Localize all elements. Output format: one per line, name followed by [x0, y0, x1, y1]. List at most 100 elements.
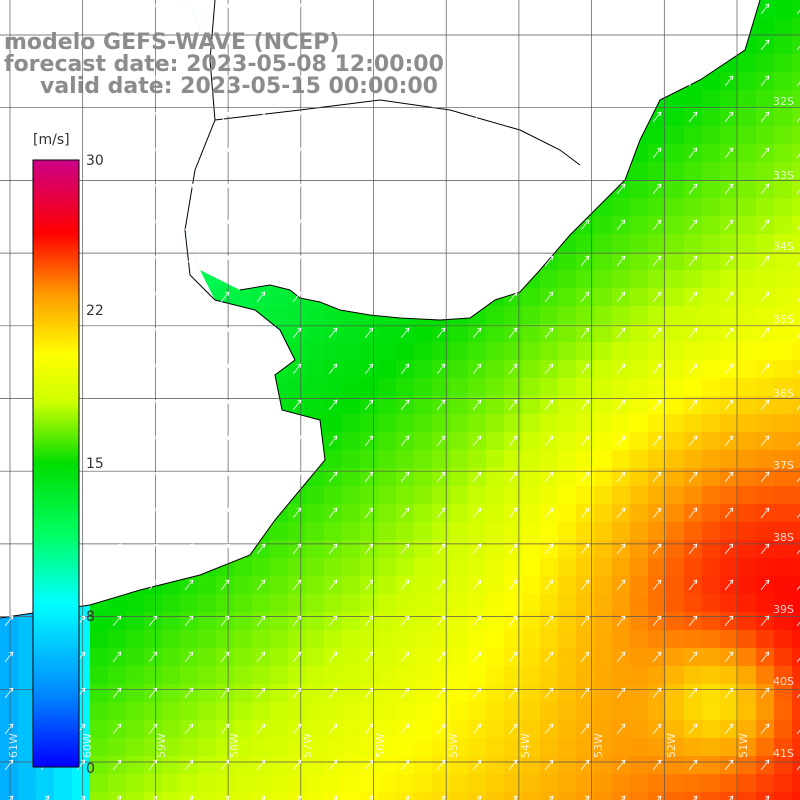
wind-cell — [180, 702, 198, 720]
wind-arrow — [256, 255, 266, 267]
lat-label: 36S — [773, 387, 794, 400]
wind-arrow — [112, 723, 122, 735]
wind-arrow — [652, 39, 662, 51]
wind-cell — [432, 414, 450, 432]
wind-cell — [378, 540, 396, 558]
wind-arrow — [472, 363, 482, 375]
wind-cell — [144, 702, 162, 720]
wind-cell — [720, 522, 738, 540]
wind-arrow — [652, 723, 662, 735]
wind-cell — [594, 594, 612, 612]
wind-cell — [630, 774, 648, 792]
coast-uruguay — [239, 0, 761, 321]
wind-cell — [306, 684, 324, 702]
wind-cell — [756, 792, 774, 800]
wind-cell — [594, 396, 612, 414]
wind-cell — [270, 666, 288, 684]
wind-arrow — [544, 543, 554, 555]
wind-cell — [360, 630, 378, 648]
wind-cell — [324, 792, 342, 800]
wind-arrow — [400, 579, 410, 591]
wind-cell — [594, 756, 612, 774]
wind-arrow — [580, 615, 590, 627]
wind-arrow — [436, 111, 446, 123]
wind-cell — [342, 648, 360, 666]
wind-cell — [792, 558, 800, 576]
wind-cell — [234, 612, 252, 630]
wind-cell — [504, 594, 522, 612]
wind-arrow — [184, 3, 194, 15]
wind-arrow — [508, 219, 518, 231]
wind-cell — [702, 432, 720, 450]
wind-cell — [630, 486, 648, 504]
wind-cell — [594, 612, 612, 630]
wind-cell — [558, 288, 576, 306]
wind-cell — [540, 486, 558, 504]
wind-cell — [558, 630, 576, 648]
wind-arrow — [148, 291, 158, 303]
wind-cell — [432, 666, 450, 684]
wind-arrow — [220, 687, 230, 699]
wind-cell — [738, 612, 756, 630]
wind-cell — [252, 702, 270, 720]
wind-cell — [468, 738, 486, 756]
wind-arrow — [220, 399, 230, 411]
wind-cell — [342, 558, 360, 576]
wind-arrow — [292, 543, 302, 555]
wind-arrow — [364, 435, 374, 447]
lon-label: 55W — [447, 733, 460, 758]
wind-arrow — [616, 147, 626, 159]
wind-cell — [234, 576, 252, 594]
wind-arrow — [256, 759, 266, 771]
wind-cell — [594, 540, 612, 558]
wind-arrow — [112, 111, 122, 123]
wind-cell — [684, 162, 702, 180]
wind-cell — [180, 792, 198, 800]
wind-cell — [252, 738, 270, 756]
wind-cell — [360, 486, 378, 504]
wind-cell — [756, 702, 774, 720]
wind-arrow — [220, 147, 230, 159]
wind-cell — [450, 594, 468, 612]
wind-cell — [252, 774, 270, 792]
wind-cell — [594, 414, 612, 432]
wind-cell — [558, 324, 576, 342]
wind-cell — [774, 702, 792, 720]
wind-arrow — [616, 111, 626, 123]
wind-arrow — [796, 621, 800, 627]
wind-cell — [270, 594, 288, 612]
wind-arrow — [400, 327, 410, 339]
wind-cell — [558, 594, 576, 612]
wind-arrow — [760, 723, 770, 735]
wind-arrow — [188, 795, 194, 800]
wind-cell — [414, 558, 432, 576]
wind-arrow — [220, 435, 230, 447]
wind-arrow — [328, 327, 338, 339]
wind-cell — [792, 396, 800, 414]
wind-cell — [324, 522, 342, 540]
wind-arrow — [508, 651, 518, 663]
wind-cell — [684, 270, 702, 288]
wind-arrow — [688, 255, 698, 267]
wind-cell — [630, 468, 648, 486]
wind-arrow — [616, 759, 626, 771]
wind-arrow — [760, 471, 770, 483]
wind-arrow — [544, 291, 554, 303]
wind-cell — [702, 684, 720, 702]
wind-cell — [630, 360, 648, 378]
wind-cell — [486, 738, 504, 756]
wind-cell — [720, 774, 738, 792]
wind-arrow — [220, 471, 230, 483]
coastlines — [0, 0, 761, 619]
wind-cell — [306, 576, 324, 594]
wind-cell — [396, 630, 414, 648]
wind-arrow — [148, 507, 158, 519]
wind-cell — [774, 342, 792, 360]
wind-cell — [792, 504, 800, 522]
wind-cell — [288, 666, 306, 684]
wind-arrow — [760, 435, 770, 447]
wind-arrow — [760, 291, 770, 303]
wind-cell — [756, 270, 774, 288]
wind-cell — [540, 774, 558, 792]
wind-arrow — [544, 111, 554, 123]
